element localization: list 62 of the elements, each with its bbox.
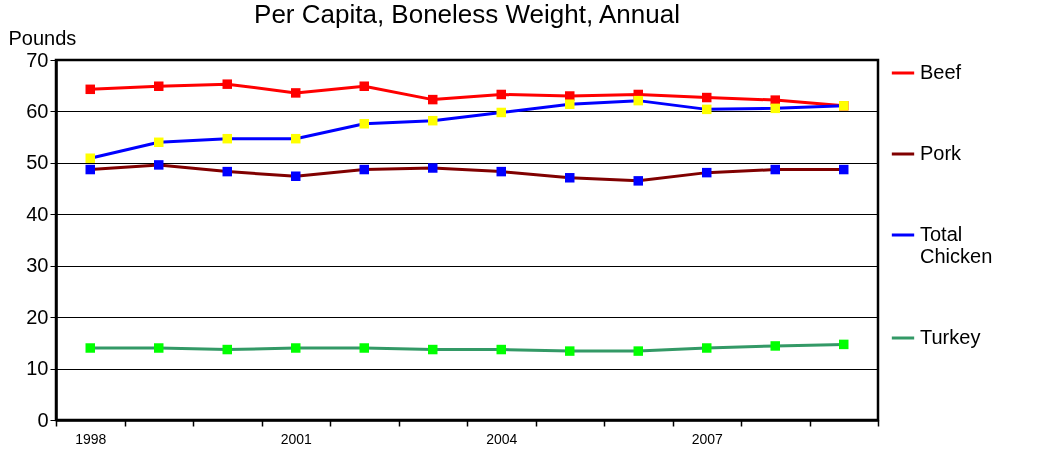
point bbox=[839, 164, 849, 175]
point bbox=[222, 79, 232, 89]
x-tick-label: 2007 bbox=[691, 430, 724, 447]
point bbox=[496, 107, 506, 118]
point bbox=[770, 341, 780, 351]
point bbox=[770, 95, 780, 105]
point bbox=[633, 95, 643, 106]
x-tick-label: 1998 bbox=[75, 430, 107, 447]
y-tick-label: 0 bbox=[37, 408, 49, 431]
point bbox=[359, 164, 369, 175]
point bbox=[154, 137, 164, 148]
point bbox=[222, 166, 232, 177]
point bbox=[85, 343, 95, 353]
point bbox=[428, 94, 438, 105]
y-tick-label: 30 bbox=[26, 254, 49, 277]
point bbox=[154, 343, 164, 353]
point bbox=[770, 164, 780, 175]
point bbox=[291, 171, 301, 181]
point bbox=[633, 346, 643, 356]
point bbox=[702, 343, 712, 353]
point bbox=[496, 166, 506, 177]
point bbox=[633, 176, 643, 186]
y-tick-label: 70 bbox=[26, 48, 49, 71]
point bbox=[222, 133, 232, 144]
point bbox=[291, 133, 301, 144]
point bbox=[496, 344, 506, 355]
y-tick-label: 20 bbox=[26, 305, 49, 328]
point bbox=[291, 88, 301, 98]
point bbox=[222, 344, 232, 355]
point bbox=[359, 81, 369, 91]
point bbox=[565, 99, 575, 109]
point bbox=[770, 103, 780, 114]
point bbox=[565, 346, 575, 356]
legend-label: Pork bbox=[920, 142, 963, 164]
point bbox=[702, 167, 712, 178]
chart-title: Per Capita, Boneless Weight, Annual bbox=[254, 0, 680, 29]
legend-label: Total Chicken bbox=[920, 223, 993, 267]
point bbox=[839, 339, 849, 350]
point bbox=[85, 84, 95, 95]
point bbox=[428, 115, 438, 126]
point bbox=[85, 153, 95, 163]
x-tick-label: 2001 bbox=[280, 430, 313, 447]
point bbox=[565, 173, 575, 183]
point bbox=[291, 343, 301, 353]
point bbox=[702, 104, 712, 115]
point bbox=[359, 343, 369, 353]
point bbox=[496, 89, 506, 100]
point bbox=[702, 92, 712, 103]
legend-label: Turkey bbox=[920, 326, 981, 348]
point bbox=[154, 81, 164, 91]
legend-label: Beef bbox=[920, 61, 962, 83]
point bbox=[428, 344, 438, 355]
point bbox=[154, 160, 164, 170]
y-tick-label: 60 bbox=[26, 99, 49, 122]
point bbox=[428, 163, 438, 173]
y-tick-label: 10 bbox=[26, 357, 49, 380]
point bbox=[359, 119, 369, 129]
x-tick-label: 2004 bbox=[486, 430, 518, 447]
y-axis-title: Pounds bbox=[8, 26, 77, 49]
point bbox=[85, 164, 95, 175]
y-tick-label: 40 bbox=[26, 202, 49, 225]
y-tick-label: 50 bbox=[26, 151, 49, 174]
